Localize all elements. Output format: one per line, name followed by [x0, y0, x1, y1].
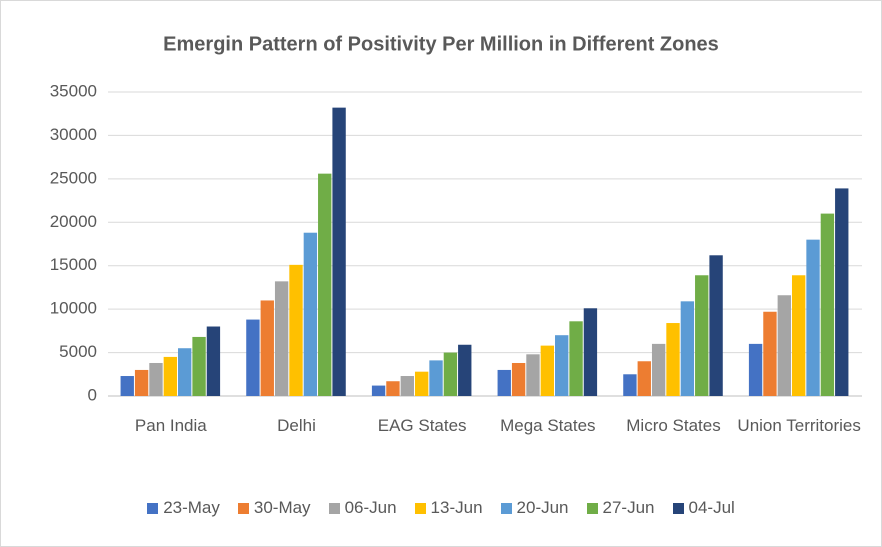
bar — [289, 264, 303, 396]
legend-swatch — [586, 502, 598, 514]
legend-label: 04-Jul — [688, 498, 735, 517]
legend-label: 27-Jun — [602, 498, 655, 517]
bar — [206, 326, 221, 396]
bar — [666, 323, 680, 396]
bar — [371, 385, 386, 396]
bar — [497, 369, 511, 396]
legend-item: 30-May — [237, 498, 311, 518]
legend-label: 13-Jun — [430, 498, 483, 517]
bar — [763, 311, 777, 396]
legend-item: 04-Jul — [672, 498, 735, 518]
x-tick-label: Pan India — [134, 416, 207, 435]
bar — [178, 348, 192, 396]
bar — [332, 107, 346, 397]
legend-label: 20-Jun — [516, 498, 569, 517]
legend-swatch — [500, 502, 512, 514]
bar — [835, 188, 849, 396]
legend-swatch — [328, 502, 340, 514]
legend-swatch — [672, 502, 684, 514]
bar — [414, 371, 429, 396]
bar — [526, 354, 540, 396]
bar — [540, 345, 555, 396]
bar — [748, 343, 763, 396]
legend-label: 06-Jun — [344, 498, 397, 517]
bar — [680, 301, 695, 396]
bar — [637, 361, 651, 396]
bar — [569, 321, 583, 396]
bar — [443, 352, 458, 396]
bar — [429, 360, 443, 396]
x-tick-label: Union Territories — [737, 416, 861, 435]
bar — [511, 362, 526, 396]
y-tick-label: 35000 — [50, 81, 97, 100]
chart-title: Emergin Pattern of Positivity Per Millio… — [163, 33, 719, 55]
bar — [651, 343, 666, 396]
bar — [303, 232, 318, 396]
bar — [555, 335, 569, 396]
bar — [192, 336, 206, 396]
y-tick-label: 30000 — [50, 125, 97, 144]
bar — [583, 308, 598, 396]
y-tick-label: 20000 — [50, 212, 97, 231]
bar — [260, 300, 274, 396]
bar — [777, 295, 791, 396]
bar — [386, 381, 400, 396]
legend-item: 20-Jun — [500, 498, 569, 518]
bar — [458, 344, 472, 396]
bar — [318, 173, 332, 396]
bar — [806, 239, 820, 396]
legend-item: 06-Jun — [328, 498, 397, 518]
x-tick-label: Mega States — [500, 416, 596, 435]
legend-label: 23-May — [163, 498, 220, 517]
bar — [400, 376, 414, 396]
legend-swatch — [147, 502, 159, 514]
legend-item: 13-Jun — [414, 498, 483, 518]
bar — [274, 281, 289, 396]
bar — [134, 369, 149, 396]
bar — [163, 356, 178, 396]
x-tick-label: Micro States — [626, 416, 721, 435]
bar — [120, 376, 134, 396]
legend-item: 23-May — [147, 498, 220, 518]
legend-label: 30-May — [253, 498, 311, 517]
y-tick-label: 10000 — [50, 299, 97, 318]
bar — [149, 362, 163, 396]
legend-swatch — [414, 502, 426, 514]
y-tick-label: 25000 — [50, 168, 97, 187]
x-tick-label: Delhi — [277, 416, 316, 435]
bar — [695, 275, 709, 396]
y-tick-label: 15000 — [50, 255, 97, 274]
bar — [820, 213, 835, 396]
x-tick-label: EAG States — [377, 416, 467, 435]
legend-swatch — [237, 502, 249, 514]
y-tick-label: 0 — [88, 385, 97, 404]
legend: 23-May 30-May 06-Jun 13-Jun 20-Jun 27-Jun 04-J… — [0, 498, 882, 518]
bar — [246, 319, 260, 396]
bar — [623, 374, 637, 396]
y-tick-label: 5000 — [59, 342, 97, 361]
legend-item: 27-Jun — [586, 498, 655, 518]
bar — [791, 275, 806, 396]
bar — [709, 255, 723, 396]
